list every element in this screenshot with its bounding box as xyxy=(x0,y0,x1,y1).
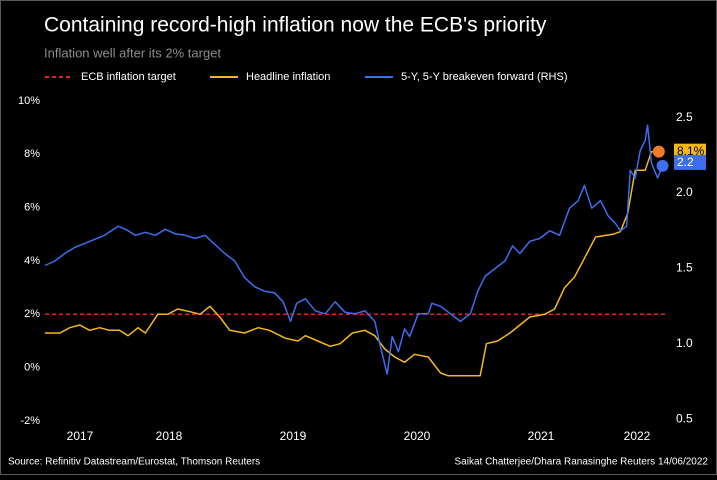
y-tick-label: 0% xyxy=(24,362,40,374)
credit: Saikat Chatterjee/Dhara Ranasinghe Reute… xyxy=(455,457,709,468)
y2-tick-label: 1.5 xyxy=(676,261,693,275)
x-tick-label: 2022 xyxy=(624,429,651,443)
chart-title: Containing record-high inflation now the… xyxy=(44,14,547,37)
y2-tick-label: 2.0 xyxy=(676,185,693,199)
y-tick-label: 2% xyxy=(24,308,40,320)
x-tick-label: 2019 xyxy=(280,429,307,443)
y-tick-label: -2% xyxy=(20,415,40,427)
x-tick-label: 2020 xyxy=(404,429,431,443)
end-label-box xyxy=(674,154,706,170)
x-tick-label: 2018 xyxy=(156,429,183,443)
y-tick-label: 4% xyxy=(24,255,40,267)
legend-label: Headline inflation xyxy=(246,71,330,83)
end-marker xyxy=(652,145,665,158)
end-marker xyxy=(656,159,669,172)
x-tick-label: 2017 xyxy=(67,429,94,443)
legend-label: 5-Y, 5-Y breakeven forward (RHS) xyxy=(401,71,568,83)
y2-tick-label: 1.0 xyxy=(676,336,693,350)
chart-subtitle: Inflation well after its 2% target xyxy=(44,45,221,60)
y2-tick-label: 0.5 xyxy=(676,412,693,426)
source: Source: Refinitiv Datastream/Eurostat, T… xyxy=(8,457,260,468)
end-label: 8.1% xyxy=(677,144,705,158)
line-series xyxy=(45,150,659,377)
legend-label: ECB inflation target xyxy=(81,71,176,83)
y-tick-label: 6% xyxy=(24,202,40,214)
end-label: 2.2 xyxy=(677,155,694,169)
x-tick-label: 2021 xyxy=(528,429,555,443)
y2-tick-label: 2.5 xyxy=(676,110,693,124)
y-tick-label: 8% xyxy=(24,148,40,160)
y-tick-label: 10% xyxy=(18,95,40,107)
line-series xyxy=(44,124,664,375)
